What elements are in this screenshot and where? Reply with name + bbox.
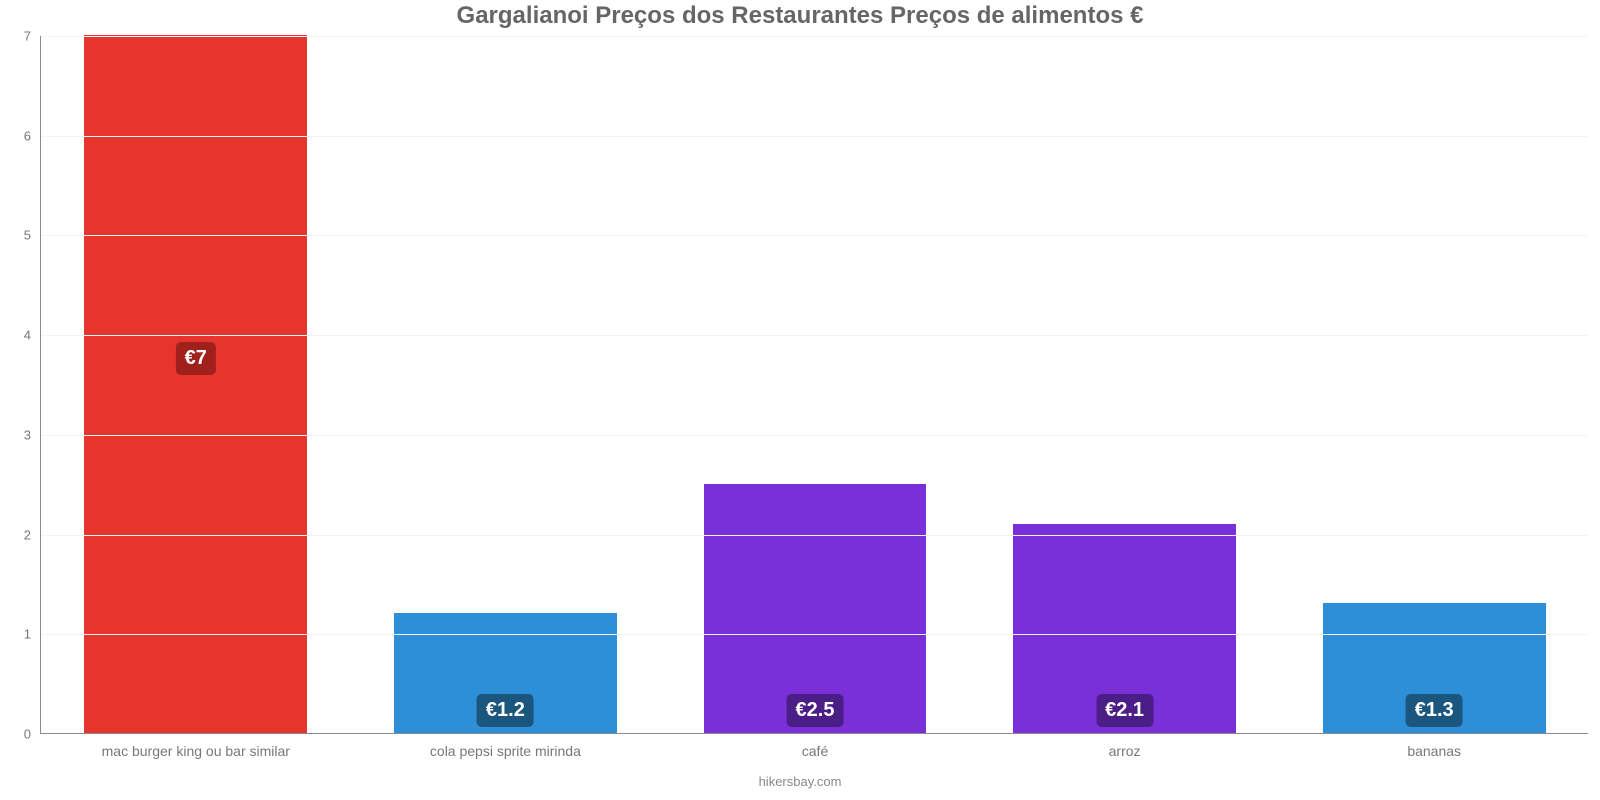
gridline [41, 136, 1588, 137]
x-tick-label: bananas [1407, 733, 1461, 759]
x-tick-label: arroz [1109, 733, 1141, 759]
gridline [41, 634, 1588, 635]
bar: €1.3 [1323, 603, 1546, 733]
bar-value-label: €2.5 [787, 694, 844, 727]
gridline [41, 535, 1588, 536]
gridline [41, 235, 1588, 236]
bars-container: €7 €1.2 €2.5 €2.1 €1.3 [41, 36, 1588, 733]
y-tick-label: 3 [24, 427, 41, 442]
bar: €2.1 [1013, 524, 1236, 733]
x-tick-label: mac burger king ou bar similar [102, 733, 290, 759]
y-tick-label: 7 [24, 29, 41, 44]
y-tick-label: 2 [24, 527, 41, 542]
chart-title: Gargalianoi Preços dos Restaurantes Preç… [0, 2, 1600, 30]
x-tick-label: cola pepsi sprite mirinda [430, 733, 581, 759]
chart-caption: hikersbay.com [0, 774, 1600, 789]
bar-value-label: €1.2 [477, 694, 534, 727]
gridline [41, 435, 1588, 436]
bar-value-label: €7 [176, 342, 216, 375]
bar-value-label: €2.1 [1096, 694, 1153, 727]
y-tick-label: 6 [24, 128, 41, 143]
gridline [41, 335, 1588, 336]
y-tick-label: 5 [24, 228, 41, 243]
bar: €1.2 [394, 613, 617, 733]
price-bar-chart: Gargalianoi Preços dos Restaurantes Preç… [0, 0, 1600, 800]
bar: €2.5 [704, 484, 927, 733]
bar: €7 [84, 35, 307, 733]
y-tick-label: 4 [24, 328, 41, 343]
gridline [41, 36, 1588, 37]
x-tick-label: café [802, 733, 828, 759]
plot-area: €7€1.2€2.5€2.1€1.3 01234567mac burger ki… [40, 36, 1588, 734]
y-tick-label: 1 [24, 627, 41, 642]
bar-value-label: €1.3 [1406, 694, 1463, 727]
y-tick-label: 0 [24, 727, 41, 742]
